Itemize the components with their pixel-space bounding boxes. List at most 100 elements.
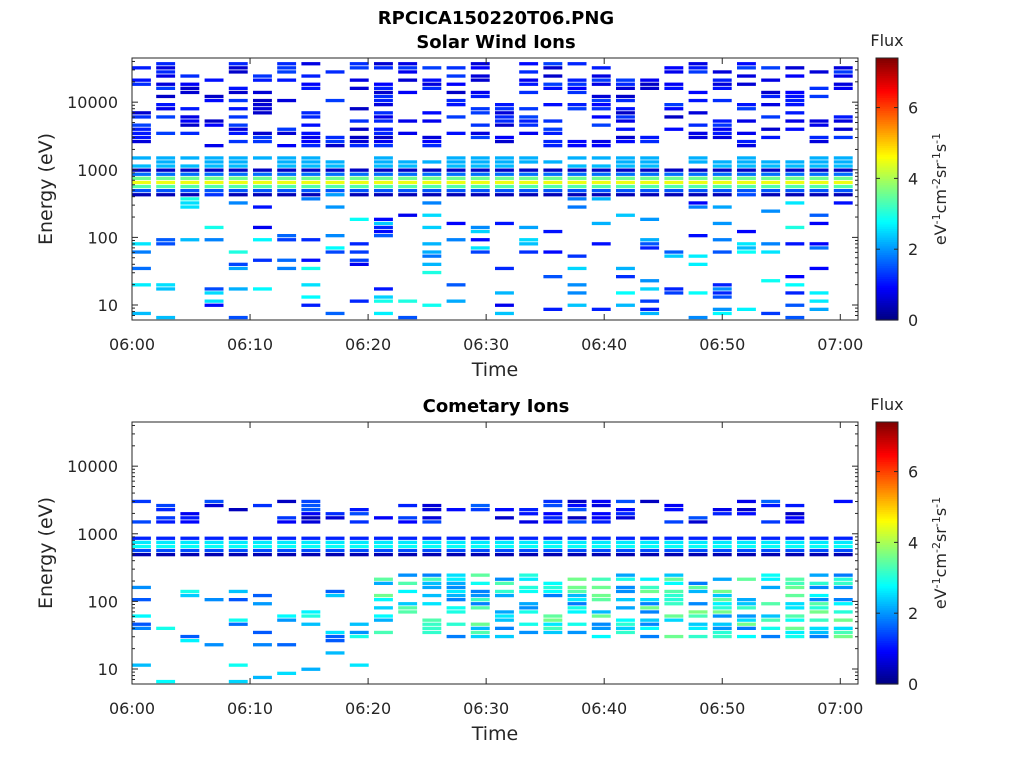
heatmap-cell	[712, 602, 732, 606]
heatmap-cell	[253, 135, 272, 140]
heatmap-cell	[301, 123, 321, 127]
heatmap-cell	[132, 78, 151, 82]
heatmap-cell	[398, 606, 418, 610]
heatmap-cell	[470, 193, 490, 197]
x-tick-label: 06:00	[109, 335, 155, 354]
colorbar-step	[876, 182, 898, 186]
heatmap-cell	[470, 123, 490, 127]
heatmap-cell	[349, 176, 369, 180]
heatmap-cell	[422, 602, 442, 606]
heatmap-cell	[833, 193, 853, 197]
colorbar-step	[876, 232, 898, 236]
colorbar-step	[876, 513, 898, 517]
heatmap-cell	[349, 299, 369, 303]
heatmap-cell	[349, 262, 369, 266]
heatmap-cell	[591, 536, 611, 540]
heatmap-cell	[301, 295, 321, 299]
heatmap-cell	[567, 499, 587, 504]
heatmap-cell	[664, 540, 684, 544]
heatmap-cell	[519, 544, 539, 549]
heatmap-cell	[374, 98, 393, 103]
colorbar-step	[876, 245, 898, 249]
heatmap-cell	[470, 62, 490, 66]
heatmap-cell	[470, 156, 490, 160]
colorbar-step	[876, 291, 898, 295]
heatmap-cell	[616, 127, 635, 131]
colorbar-step	[876, 186, 898, 190]
heatmap-cell	[761, 184, 781, 189]
colorbar-step	[876, 84, 898, 87]
heatmap-cell	[156, 544, 176, 549]
heatmap-cell	[567, 172, 587, 176]
heatmap-cell	[132, 553, 151, 557]
heatmap-cell	[253, 172, 272, 176]
heatmap-cell	[277, 540, 297, 544]
heatmap-cell	[398, 168, 418, 172]
colorbar-step	[876, 103, 898, 107]
heatmap-cell	[616, 213, 635, 217]
heatmap-cell	[761, 209, 781, 213]
heatmap-cell	[180, 516, 200, 520]
heatmap-cell	[228, 66, 248, 70]
heatmap-cell	[712, 98, 732, 103]
heatmap-cell	[470, 626, 490, 630]
colorbar-step	[876, 644, 898, 648]
heatmap-cell	[785, 180, 805, 185]
heatmap-cell	[301, 536, 321, 540]
heatmap-cell	[446, 577, 466, 581]
colorbar-step	[876, 60, 898, 63]
colorbar-step	[876, 646, 898, 650]
colorbar-step	[876, 670, 898, 674]
colorbar-step	[876, 435, 898, 438]
heatmap-cell	[301, 111, 321, 115]
heatmap-cell	[616, 156, 635, 160]
heatmap-cell	[543, 275, 563, 279]
heatmap-cell	[519, 131, 539, 135]
colorbar-step	[876, 472, 898, 475]
heatmap-cell	[470, 111, 490, 115]
heatmap-cell	[228, 553, 248, 557]
heatmap-cell	[132, 544, 151, 549]
heatmap-cell	[301, 168, 321, 172]
heatmap-cell	[591, 593, 611, 598]
heatmap-cell	[761, 242, 781, 246]
colorbar-step	[876, 226, 898, 229]
heatmap-cell	[640, 139, 660, 144]
heatmap-cell	[640, 577, 660, 581]
heatmap-cell	[616, 536, 635, 540]
heatmap-cell	[132, 82, 151, 86]
colorbar-step	[876, 638, 898, 641]
heatmap-cell	[785, 111, 805, 115]
heatmap-cell	[640, 172, 660, 176]
heatmap-cell	[301, 156, 321, 160]
heatmap-cell	[519, 156, 539, 160]
colorbar-step	[876, 247, 898, 251]
heatmap-cell	[277, 614, 297, 618]
colorbar-step	[876, 574, 898, 578]
heatmap-cell	[567, 503, 587, 508]
heatmap-cell	[712, 606, 732, 610]
colorbar-step	[876, 191, 898, 194]
heatmap-cell	[519, 119, 539, 123]
heatmap-cell	[325, 630, 345, 635]
heatmap-cell	[422, 180, 442, 185]
heatmap-cell	[712, 78, 732, 82]
heatmap-cell	[301, 508, 321, 512]
heatmap-cell	[591, 82, 611, 86]
colorbar-step	[876, 504, 898, 508]
heatmap-cell	[591, 115, 611, 119]
heatmap-cell	[470, 238, 490, 242]
heatmap-cell	[688, 254, 708, 258]
heatmap-cell	[809, 634, 829, 639]
heatmap-cell	[446, 103, 466, 107]
heatmap-cell	[809, 94, 829, 99]
heatmap-cell	[228, 622, 248, 626]
heatmap-cell	[422, 262, 442, 266]
heatmap-cell	[591, 520, 611, 524]
heatmap-cell	[664, 536, 684, 540]
heatmap-cell	[737, 622, 756, 626]
heatmap-cell	[567, 62, 587, 66]
heatmap-cell	[616, 553, 635, 557]
heatmap-cell	[325, 311, 345, 316]
colorbar-step	[876, 274, 898, 277]
